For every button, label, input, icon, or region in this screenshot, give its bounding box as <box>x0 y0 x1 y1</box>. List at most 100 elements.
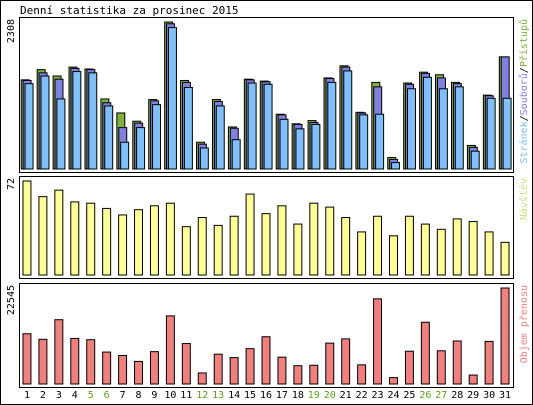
bar-objem-prenosu-day-10 <box>165 315 175 385</box>
x-tick-label: 19 <box>308 390 320 401</box>
y-axis-title-part: / <box>519 67 530 73</box>
bar-stranek-day-23 <box>375 113 385 170</box>
bar-navstev-day-10 <box>165 202 175 276</box>
bar-navstev-day-18 <box>293 223 303 276</box>
bar-stranek-day-19 <box>311 123 321 170</box>
x-tick-label: 5 <box>88 390 94 401</box>
x-tick-label: 23 <box>372 390 384 401</box>
bar-stranek-day-26 <box>422 76 432 170</box>
bar-navstev-day-14 <box>229 215 239 276</box>
bar-objem-prenosu-day-6 <box>102 351 112 385</box>
bar-objem-prenosu-day-25 <box>404 350 414 385</box>
bar-objem-prenosu-day-27 <box>436 350 446 385</box>
bar-objem-prenosu-day-18 <box>293 365 303 385</box>
bar-navstev-day-21 <box>341 217 351 276</box>
bar-stranek-day-2 <box>40 75 50 170</box>
bar-navstev-day-16 <box>261 213 271 276</box>
bar-objem-prenosu-day-14 <box>229 357 239 385</box>
bar-stranek-day-25 <box>407 88 416 170</box>
bar-stranek-day-5 <box>88 72 98 170</box>
bar-objem-prenosu-day-22 <box>357 364 367 385</box>
bar-objem-prenosu-day-24 <box>389 377 398 385</box>
y-axis-title-part: / <box>519 115 530 121</box>
x-tick-label: 18 <box>292 390 304 401</box>
bar-stranek-day-10 <box>167 27 177 170</box>
bar-navstev-day-11 <box>181 226 191 276</box>
x-tick-label: 4 <box>72 390 78 401</box>
bar-objem-prenosu-day-12 <box>197 372 207 385</box>
x-tick-label: 28 <box>451 390 463 401</box>
bar-navstev-day-12 <box>197 217 207 276</box>
bar-navstev-day-19 <box>309 202 319 276</box>
bar-stranek-day-13 <box>215 105 225 170</box>
bar-navstev-day-29 <box>468 220 478 276</box>
bar-objem-prenosu-day-5 <box>86 339 96 385</box>
bar-navstev-day-13 <box>213 224 223 276</box>
x-tick-label: 21 <box>340 390 352 401</box>
bar-navstev-day-28 <box>452 218 462 276</box>
bar-navstev-day-1 <box>22 180 32 276</box>
bar-objem-prenosu-day-19 <box>309 364 319 385</box>
bar-objem-prenosu-day-26 <box>420 321 430 385</box>
bar-objem-prenosu-day-29 <box>468 374 478 385</box>
x-tick-label: 9 <box>151 390 157 401</box>
x-tick-label: 6 <box>104 390 110 401</box>
x-tick-label: 16 <box>260 390 272 401</box>
bar-navstev-day-23 <box>373 215 383 276</box>
bar-stranek-day-3 <box>56 98 66 170</box>
bar-stranek-day-29 <box>470 150 480 170</box>
bar-navstev-day-4 <box>70 201 80 276</box>
chart-title: Denní statistika za prosinec 2015 <box>20 4 239 17</box>
bar-stranek-day-17 <box>279 118 289 170</box>
y-max-label: 22545 <box>6 285 17 315</box>
x-tick-label: 3 <box>56 390 62 401</box>
x-tick-label: 25 <box>403 390 415 401</box>
bar-stranek-day-22 <box>359 114 369 170</box>
y-axis-title-part: Přístupů <box>518 19 530 67</box>
bar-objem-prenosu-day-21 <box>341 338 351 385</box>
bar-navstev-day-6 <box>102 207 112 276</box>
x-tick-label: 22 <box>356 390 368 401</box>
bar-navstev-day-17 <box>277 205 287 276</box>
bar-stranek-day-12 <box>199 147 209 170</box>
bar-stranek-day-30 <box>486 97 496 170</box>
x-tick-label: 8 <box>136 390 142 401</box>
x-tick-label: 27 <box>435 390 447 401</box>
bar-objem-prenosu-day-13 <box>213 353 223 385</box>
x-tick-label: 20 <box>324 390 336 401</box>
bar-stranek-day-31 <box>502 97 512 170</box>
bar-navstev-day-7 <box>118 214 128 276</box>
panel-frame <box>19 283 514 388</box>
bar-navstev-day-5 <box>86 202 96 276</box>
y-max-label: 72 <box>6 178 17 190</box>
bar-objem-prenosu-day-8 <box>134 360 143 385</box>
y-axis-title: Návštěv <box>518 178 530 220</box>
bar-stranek-day-11 <box>183 86 193 170</box>
bar-stranek-day-9 <box>152 104 162 170</box>
bar-navstev-day-22 <box>357 231 367 276</box>
x-tick-label: 14 <box>228 390 240 401</box>
bar-objem-prenosu-day-11 <box>181 343 191 385</box>
bar-objem-prenosu-day-30 <box>484 340 494 385</box>
x-tick-label: 2 <box>40 390 46 401</box>
x-tick-label: 13 <box>212 390 224 401</box>
bar-stranek-day-28 <box>454 86 464 170</box>
x-tick-label: 1 <box>24 390 30 401</box>
bar-objem-prenosu-day-1 <box>22 333 32 385</box>
bar-objem-prenosu-day-4 <box>70 337 80 385</box>
x-tick-label: 30 <box>483 390 495 401</box>
bar-stranek-day-21 <box>343 70 353 170</box>
x-tick-label: 24 <box>387 390 399 401</box>
bar-navstev-day-31 <box>500 241 510 276</box>
bar-objem-prenosu-day-2 <box>38 338 48 385</box>
panel-frame <box>19 17 514 173</box>
bar-stranek-day-7 <box>120 141 130 170</box>
bar-stranek-day-1 <box>24 83 34 170</box>
bar-stranek-day-27 <box>438 88 448 170</box>
x-tick-label: 17 <box>276 390 288 401</box>
bar-objem-prenosu-day-16 <box>261 336 271 385</box>
bar-navstev-day-15 <box>245 193 255 276</box>
bar-stranek-day-15 <box>247 82 257 170</box>
